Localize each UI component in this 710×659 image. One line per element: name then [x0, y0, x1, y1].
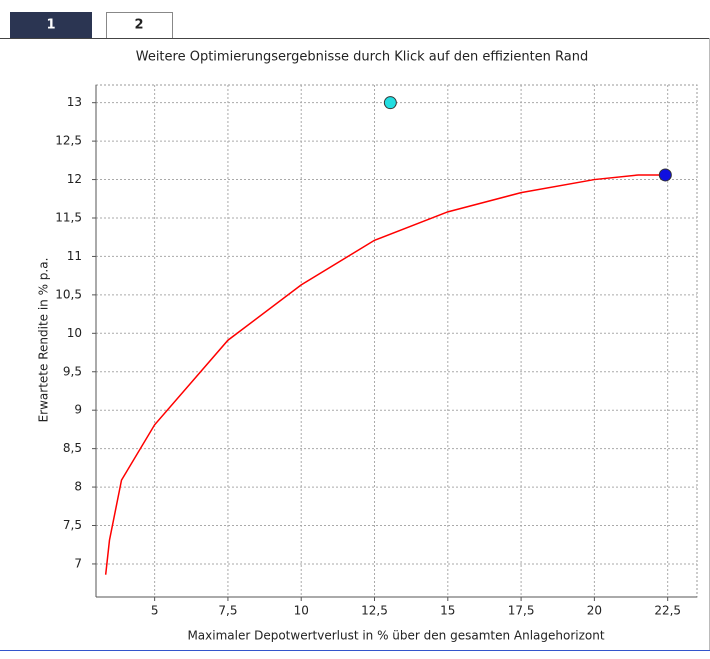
y-tick-label: 12 — [67, 172, 82, 186]
tab[interactable] — [106, 12, 173, 39]
x-tick-label: 5 — [151, 604, 159, 618]
y-tick-label: 12,5 — [55, 134, 82, 148]
y-tick-label: 11,5 — [55, 210, 82, 224]
y-tick-label: 9 — [74, 403, 82, 417]
frontier-line — [104, 174, 664, 575]
plot-frame — [95, 84, 698, 598]
y-tick-label: 8 — [74, 480, 82, 494]
x-tick-label: 12,5 — [361, 604, 388, 618]
y-axis-label: Erwartete Rendite in % p.a. — [37, 258, 51, 423]
x-tick-label: 7,5 — [218, 604, 237, 618]
tab-label[interactable]: 1 — [46, 18, 55, 33]
y-tick-label: 11 — [67, 249, 82, 263]
point — [383, 96, 397, 110]
x-axis-label: Maximaler Depotwertverlust in % über den… — [187, 629, 604, 643]
tab-label[interactable]: 2 — [134, 18, 143, 33]
y-tick-label: 10,5 — [55, 287, 82, 301]
y-tick-label: 8,5 — [63, 441, 82, 455]
y-tick-label: 9,5 — [63, 364, 82, 378]
y-tick-label: 7 — [74, 556, 82, 570]
point — [658, 168, 672, 182]
x-tick-label: 17,5 — [508, 604, 535, 618]
x-tick-label: 10 — [294, 604, 309, 618]
x-tick-label: 22,5 — [654, 604, 681, 618]
y-tick-label: 7,5 — [63, 518, 82, 532]
y-tick-label: 13 — [67, 95, 82, 109]
x-tick-label: 15 — [440, 604, 455, 618]
tab-active[interactable] — [10, 12, 92, 38]
y-tick-label: 10 — [67, 326, 82, 340]
chart-title: Weitere Optimierungsergebnisse durch Kli… — [136, 50, 589, 65]
x-tick-label: 20 — [587, 604, 602, 618]
